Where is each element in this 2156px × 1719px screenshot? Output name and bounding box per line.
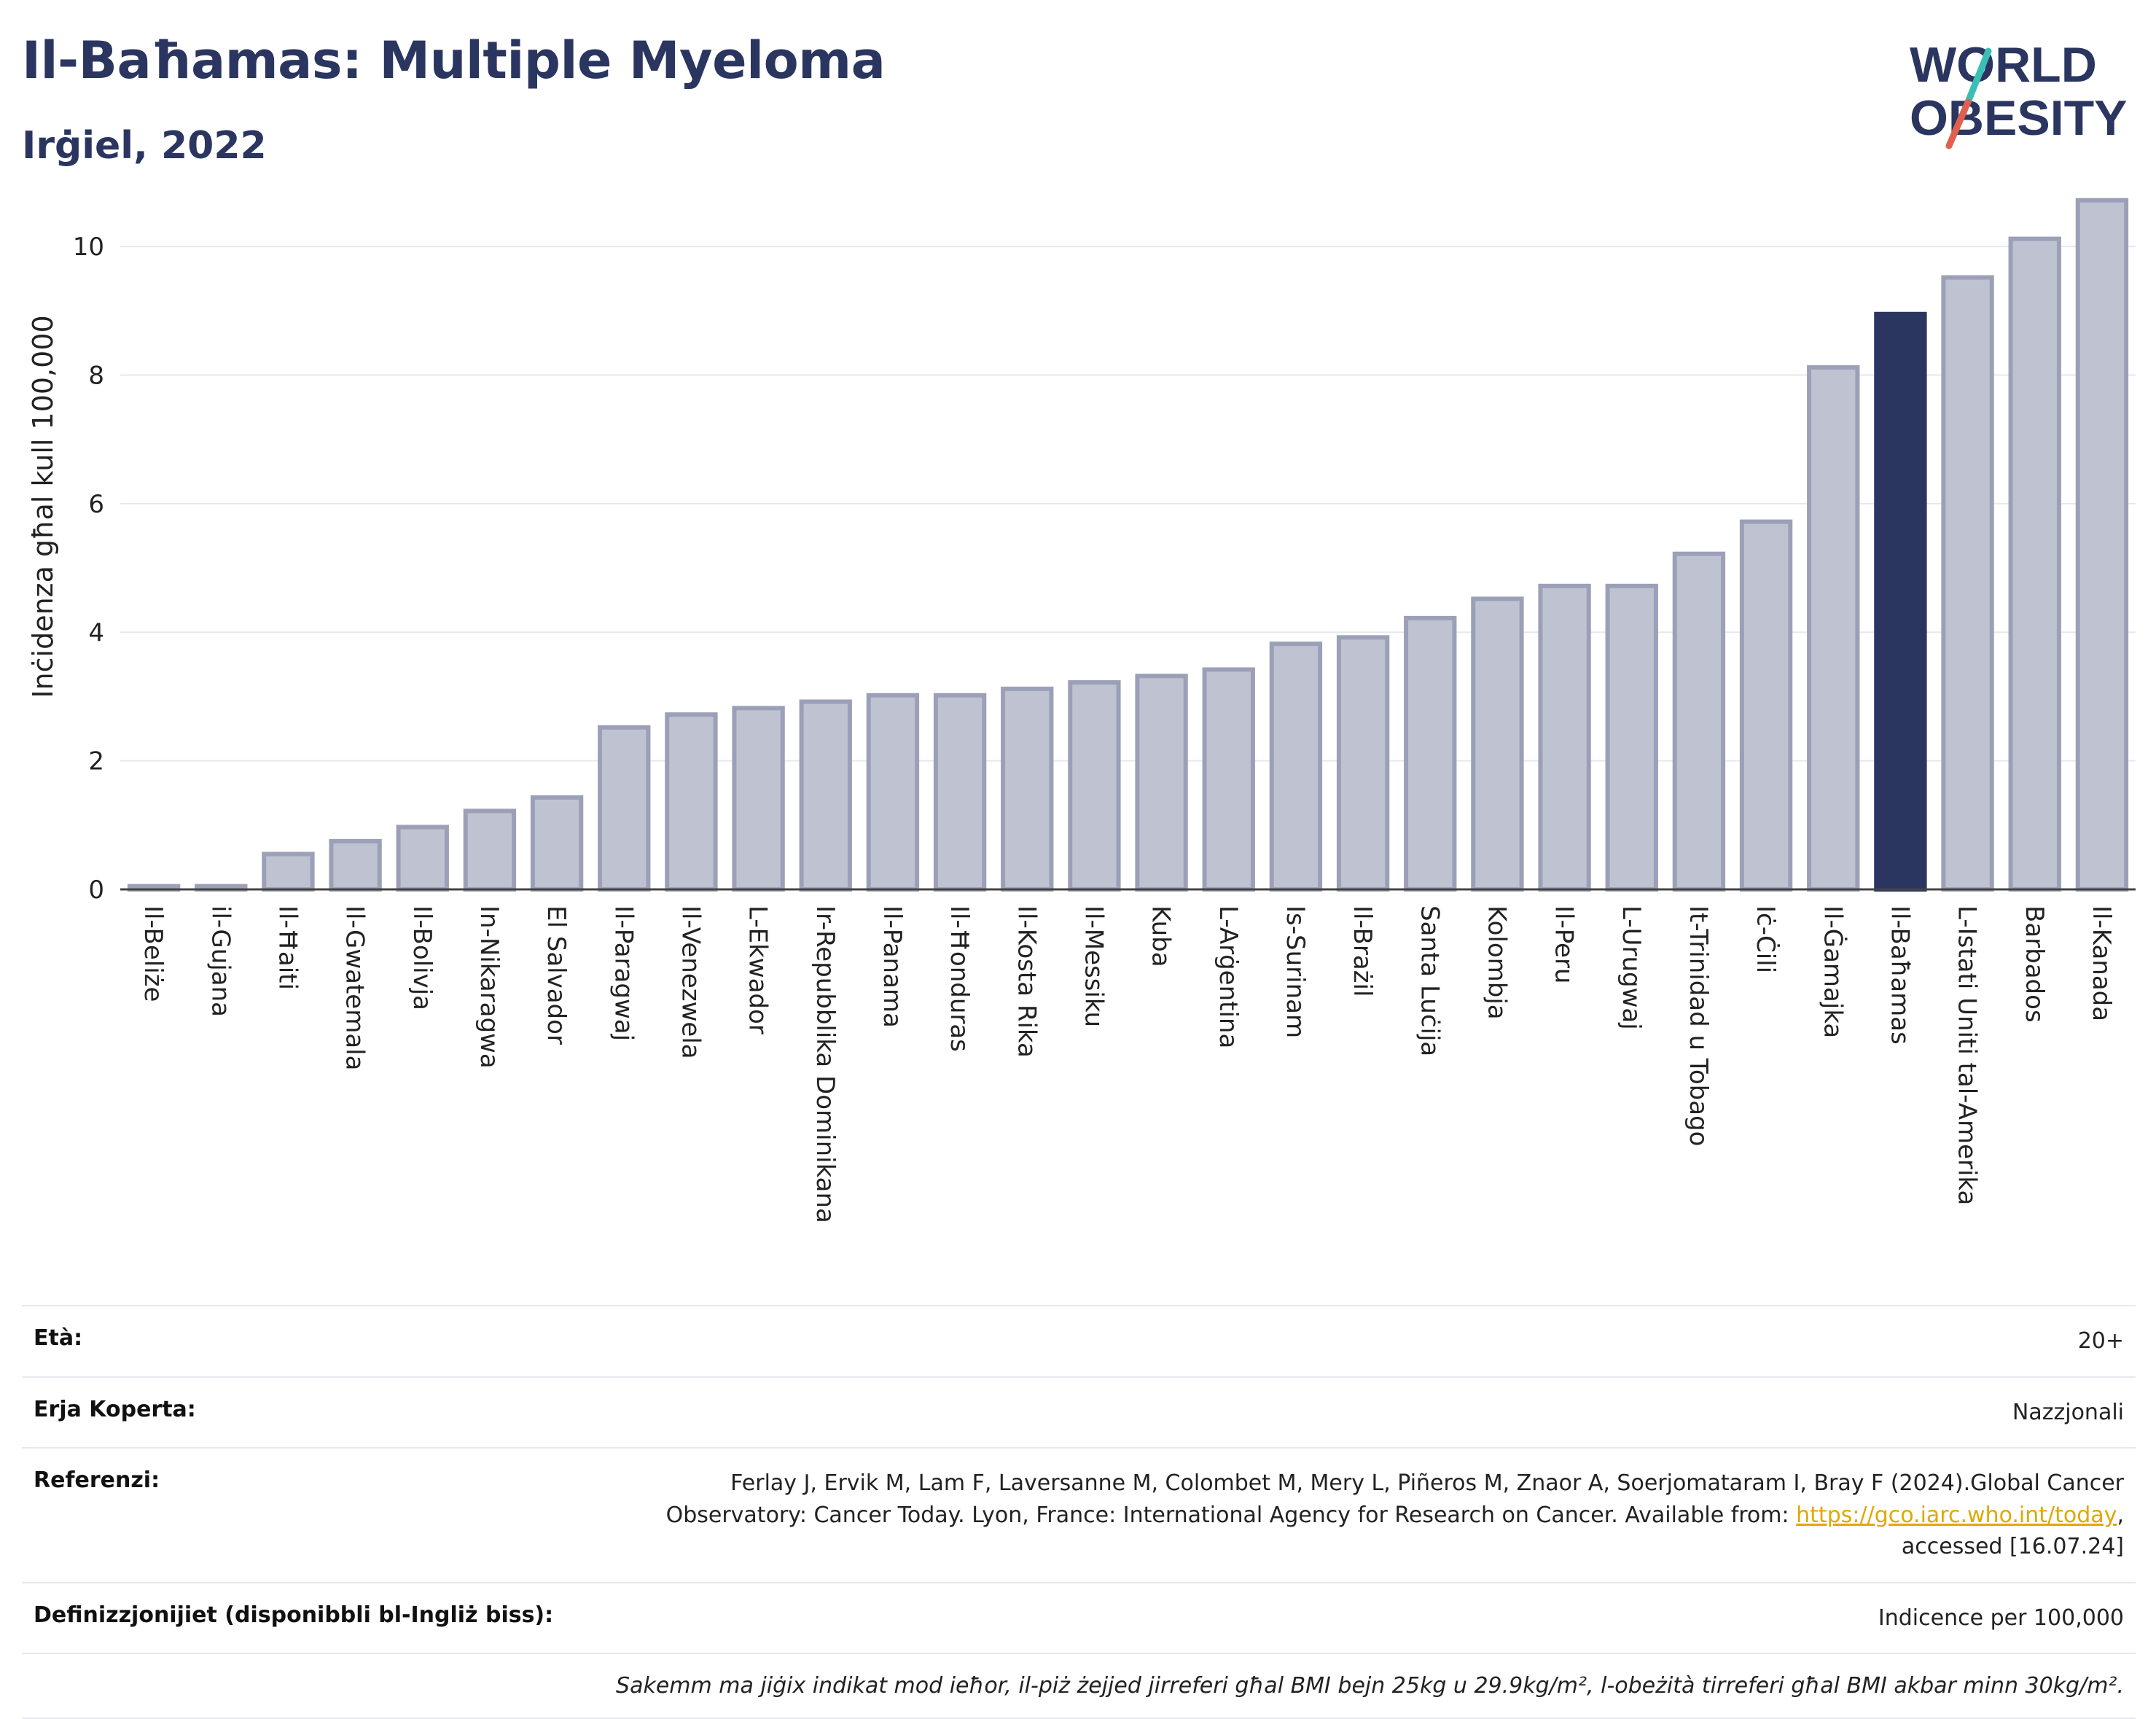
x-tick-label: Kolombja bbox=[1482, 905, 1511, 1020]
bar bbox=[463, 808, 517, 892]
x-tick-label: Il-Panama bbox=[878, 905, 907, 1028]
x-tick-label: Il-Ħaiti bbox=[273, 905, 302, 990]
bar bbox=[1001, 686, 1054, 892]
page-subtitle: Irġiel, 2022 bbox=[22, 124, 267, 168]
x-tick-label: Il-Beliże bbox=[138, 905, 168, 1002]
x-tick-label: Il-Kanada bbox=[2087, 905, 2116, 1021]
x-tick-label: In-Nikaragwa bbox=[474, 905, 504, 1069]
bar bbox=[732, 706, 785, 892]
info-row-note: Sakemm ma jiġix indikat mod ieħor, il-pi… bbox=[22, 1653, 2136, 1719]
y-tick-label: 0 bbox=[88, 876, 104, 905]
x-tick-label: L-Ekwador bbox=[743, 905, 773, 1034]
x-tick-label: L-Arġentina bbox=[1214, 905, 1243, 1048]
info-label-age: Età: bbox=[22, 1305, 599, 1377]
bar bbox=[799, 699, 852, 892]
logo-text-world: WORLD bbox=[1910, 37, 2097, 93]
x-tick-label: Il-Baħamas bbox=[1885, 905, 1914, 1045]
x-tick-label: il-Gujana bbox=[206, 905, 235, 1017]
x-tick-label: Il-Venezwela bbox=[676, 905, 705, 1059]
info-row-area: Erja Koperta: Nazzjonali bbox=[22, 1376, 2136, 1448]
bar bbox=[1739, 519, 1793, 892]
x-tick-label: Is-Surinam bbox=[1281, 905, 1310, 1038]
info-value-references: Ferlay J, Ervik M, Lam F, Laversanne M, … bbox=[599, 1447, 2136, 1583]
info-value-age: 20+ bbox=[599, 1305, 2136, 1377]
x-tick-label: It-Trinidad u Tobago bbox=[1684, 905, 1713, 1146]
x-tick-label: L-Istati Uniti tal-Amerika bbox=[1953, 905, 1982, 1205]
x-tick-label: Il-Ġamajka bbox=[1818, 905, 1848, 1038]
y-tick-label: 2 bbox=[88, 747, 104, 776]
bar bbox=[396, 825, 449, 892]
bar bbox=[933, 693, 987, 892]
bar bbox=[866, 693, 920, 892]
bar bbox=[1269, 642, 1323, 892]
x-tick-label: Iċ-Ċili bbox=[1751, 905, 1781, 973]
bar bbox=[1807, 365, 1860, 892]
bar-chart: 0 2 4 6 8 10 Inċidenza għal kull 100,000 Il-Bel… bbox=[27, 198, 2136, 1223]
reference-text: Ferlay J, Ervik M, Lam F, Laversanne M, … bbox=[665, 1470, 2124, 1528]
bar-highlighted bbox=[1874, 311, 1927, 892]
bar bbox=[530, 795, 584, 892]
bar bbox=[1068, 680, 1121, 892]
x-tick-label: Il-Bolivja bbox=[407, 905, 437, 1010]
info-label-definitions: Definizzjonijiet (disponibbli bl-Ingliż … bbox=[22, 1581, 599, 1653]
bar bbox=[1471, 596, 1524, 892]
reference-link[interactable]: https://gco.iarc.who.int/today bbox=[1796, 1502, 2117, 1528]
info-note: Sakemm ma jiġix indikat mod ieħor, il-pi… bbox=[22, 1653, 2136, 1719]
info-value-definitions: Indicence per 100,000 bbox=[599, 1581, 2136, 1653]
info-row-age: Età: 20+ bbox=[22, 1305, 2136, 1377]
info-value-area: Nazzjonali bbox=[599, 1376, 2136, 1448]
x-tick-label: Ir-Repubblika Dominikana bbox=[811, 905, 840, 1223]
x-tick-label: Il-Brażil bbox=[1348, 905, 1377, 997]
y-axis-label: Inċidenza għal kull 100,000 bbox=[27, 315, 59, 698]
x-tick-label: Il-Kosta Rika bbox=[1012, 905, 1041, 1058]
logo-text-obesity: OBESITY bbox=[1910, 90, 2128, 146]
reference-accessed: , accessed [16.07.24] bbox=[1901, 1502, 2124, 1560]
bar bbox=[1672, 551, 1726, 892]
x-tick-label: Il-Paragwaj bbox=[609, 905, 638, 1041]
x-tick-label: Barbados bbox=[2020, 905, 2049, 1023]
bar bbox=[665, 712, 718, 892]
bar bbox=[262, 851, 315, 892]
info-label-references: Referenzi: bbox=[22, 1447, 599, 1583]
logo-slash-red bbox=[1945, 98, 1972, 149]
world-obesity-logo: WORLD OBESITY bbox=[1910, 37, 2128, 149]
info-table: Età: 20+ Erja Koperta: Nazzjonali Refere… bbox=[22, 1305, 2136, 1719]
bar bbox=[329, 838, 382, 892]
bar bbox=[2075, 198, 2129, 892]
bar bbox=[598, 725, 651, 892]
info-label-area: Erja Koperta: bbox=[22, 1376, 599, 1448]
bar bbox=[1404, 615, 1457, 892]
bar bbox=[1202, 667, 1255, 892]
bar bbox=[2008, 236, 2061, 892]
logo-slash-teal bbox=[1964, 47, 1992, 106]
x-tick-label: Il-Messiku bbox=[1079, 905, 1108, 1027]
x-tick-label: L-Urugwaj bbox=[1617, 905, 1646, 1030]
x-tick-label: Santa Luċija bbox=[1415, 905, 1444, 1056]
x-tick-label: Il-Peru bbox=[1550, 905, 1579, 983]
page-title: Il-Baħamas: Multiple Myeloma bbox=[22, 31, 886, 90]
bar bbox=[1135, 674, 1188, 892]
y-tick-label: 6 bbox=[88, 490, 104, 519]
x-tick-label: Il-Ħonduras bbox=[945, 905, 974, 1052]
bar bbox=[1941, 275, 1994, 892]
y-tick-label: 4 bbox=[88, 618, 104, 647]
x-tick-label: Kuba bbox=[1147, 905, 1176, 967]
bar bbox=[1605, 583, 1658, 892]
bar bbox=[1336, 635, 1390, 892]
y-tick-label: 10 bbox=[73, 233, 104, 262]
info-row-definitions: Definizzjonijiet (disponibbli bl-Ingliż … bbox=[22, 1581, 2136, 1653]
y-tick-label: 8 bbox=[88, 362, 104, 391]
info-row-references: Referenzi: Ferlay J, Ervik M, Lam F, Lav… bbox=[22, 1447, 2136, 1583]
x-tick-label: Il-Gwatemala bbox=[340, 905, 370, 1070]
x-tick-label: El Salvador bbox=[542, 905, 571, 1045]
bar bbox=[1538, 583, 1591, 892]
